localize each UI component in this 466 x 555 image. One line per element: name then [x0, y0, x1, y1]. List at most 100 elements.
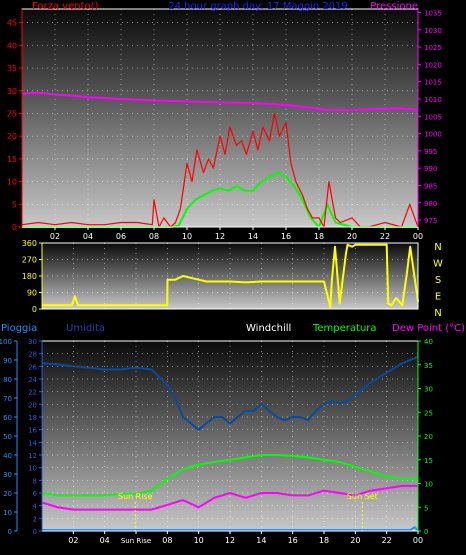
- wind-x-tick-label-11: 00: [413, 232, 423, 241]
- wind-left-tick-label-3: 15: [7, 155, 17, 164]
- climate-x-tick-label-6: 14: [256, 536, 266, 545]
- climate-x-tick-label-4: 10: [194, 536, 204, 545]
- temperature-tick-label-5: 25: [424, 409, 433, 417]
- temperature-tick-label-6: 30: [424, 386, 433, 394]
- wind-x-tick-label-2: 06: [116, 232, 126, 241]
- humidity-tick-label-14: 28: [28, 351, 37, 359]
- rain-tick-label-2: 20: [3, 490, 12, 498]
- compass-label-2: S: [435, 275, 441, 286]
- wind-x-tick-label-10: 22: [380, 232, 390, 241]
- wind-x-tick-label-9: 20: [347, 232, 357, 241]
- pressure-right-tick-label-6: 1005: [424, 113, 442, 121]
- wind-left-tick-label-2: 10: [7, 178, 17, 187]
- direction-panel-background: [42, 243, 418, 309]
- humidity-tick-label-10: 20: [28, 401, 37, 409]
- humidity-tick-label-13: 26: [28, 363, 37, 371]
- rain-tick-label-5: 50: [3, 433, 12, 441]
- humidity-tick-label-11: 22: [28, 389, 37, 397]
- humidity-tick-label-3: 6: [33, 490, 38, 498]
- humidity-tick-label-7: 14: [28, 439, 37, 447]
- wind-axis-title: Forza vento(): [32, 1, 99, 12]
- pressure-right-tick-label-4: 995: [424, 148, 437, 156]
- windchill-label: Windchill: [246, 323, 291, 334]
- pressure-axis-title: Pressione: [370, 1, 418, 12]
- humidity-tick-label-1: 2: [33, 515, 37, 523]
- wind-x-tick-label-8: 18: [314, 232, 324, 241]
- climate-x-tick-label-9: 20: [350, 536, 360, 545]
- pressure-right-tick-label-3: 990: [424, 165, 437, 173]
- pressure-right-tick-label-8: 1015: [424, 79, 442, 87]
- pressure-right-tick-label-2: 985: [424, 182, 437, 190]
- wind-series-0-line: [21, 91, 419, 111]
- temperature-tick-label-0: 0: [424, 528, 428, 536]
- humidity-tick-label-12: 24: [28, 376, 37, 384]
- wind-left-tick-label-6: 30: [7, 87, 17, 96]
- chart-title: 24 hour graph day: 17 Maggio 2019: [168, 1, 348, 12]
- compass-label-0: N: [434, 242, 441, 253]
- temperature-tick-label-4: 20: [424, 433, 433, 441]
- direction-left-tick-label-2: 180: [22, 272, 37, 281]
- wind-left-tick-label-1: 5: [12, 200, 17, 209]
- pressure-right-tick-label-5: 1000: [424, 131, 442, 139]
- humidity-tick-label-8: 16: [28, 427, 37, 435]
- climate-series-0-line: [41, 355, 419, 431]
- pressure-right-tick-label-11: 1030: [424, 27, 442, 35]
- wind-x-tick-label-7: 16: [281, 232, 291, 241]
- temperature-tick-label-3: 15: [424, 457, 433, 465]
- wind-left-tick-label-7: 35: [7, 64, 17, 73]
- rain-tick-label-0: 0: [8, 528, 12, 536]
- rain-tick-label-4: 40: [3, 452, 12, 460]
- humidity-tick-label-0: 0: [33, 528, 37, 536]
- temperature-tick-label-2: 10: [424, 481, 433, 489]
- sun-annotation-0: Sun Rise: [118, 492, 153, 501]
- compass-label-3: E: [435, 292, 441, 303]
- humidity-tick-label-2: 4: [33, 503, 38, 511]
- pressure-right-tick-label-9: 1020: [424, 61, 442, 69]
- temperature-tick-label-1: 5: [424, 504, 428, 512]
- climate-x-tick-label-1: 04: [100, 536, 110, 545]
- pressure-right-tick-label-12: 1035: [424, 9, 442, 17]
- temperature-tick-label-7: 35: [424, 362, 433, 370]
- humidity-tick-label-4: 8: [33, 477, 37, 485]
- direction-left-tick-label-0: 0: [32, 305, 37, 314]
- wind-x-tick-label-0: 02: [50, 232, 60, 241]
- direction-left-tick-label-3: 270: [22, 256, 37, 265]
- wind-left-tick-label-0: 0: [12, 223, 17, 232]
- climate-x-tick-label-0: 02: [68, 536, 78, 545]
- wind-x-tick-label-4: 10: [182, 232, 192, 241]
- rain-tick-label-10: 100: [0, 338, 12, 346]
- climate-x-tick-label-5: 12: [225, 536, 235, 545]
- rain-tick-label-6: 60: [3, 414, 12, 422]
- wind-left-tick-label-9: 45: [7, 19, 17, 28]
- humidity-label: Umidita: [66, 323, 105, 334]
- wind-x-tick-label-5: 12: [215, 232, 225, 241]
- climate-x-tick-label-8: 18: [319, 536, 329, 545]
- humidity-tick-label-9: 18: [28, 414, 37, 422]
- direction-left-tick-label-4: 360: [22, 239, 37, 248]
- rain-tick-label-1: 10: [3, 509, 12, 517]
- direction-left-tick-label-1: 90: [27, 289, 37, 298]
- wind-x-tick-label-6: 14: [248, 232, 258, 241]
- humidity-tick-label-6: 12: [28, 452, 37, 460]
- rain-tick-label-8: 80: [3, 376, 12, 384]
- wind-x-tick-label-1: 04: [83, 232, 93, 241]
- climate-x-tick-label-10: 22: [382, 536, 392, 545]
- rain-tick-label-7: 70: [3, 395, 12, 403]
- wind-left-tick-label-5: 25: [7, 109, 17, 118]
- pressure-right-tick-label-7: 1010: [424, 96, 442, 104]
- wind-left-tick-label-4: 20: [7, 132, 17, 141]
- climate-series-3-line: [42, 526, 419, 532]
- climate-x-tick-label-11: 00: [413, 536, 423, 545]
- pressure-right-tick-label-1: 980: [424, 200, 437, 208]
- pressure-right-tick-label-10: 1025: [424, 44, 442, 52]
- rain-tick-label-3: 30: [3, 471, 12, 479]
- climate-x-tick-label-7: 16: [288, 536, 298, 545]
- dewpoint-label: Dew Point (°C): [392, 323, 465, 334]
- sun-annotation-1: Sun Set: [347, 492, 378, 501]
- wind-x-tick-label-3: 08: [149, 232, 159, 241]
- compass-label-4: N: [434, 308, 441, 319]
- climate-x-tick-label-3: 08: [162, 536, 172, 545]
- pressure-right-tick-label-0: 975: [424, 217, 437, 225]
